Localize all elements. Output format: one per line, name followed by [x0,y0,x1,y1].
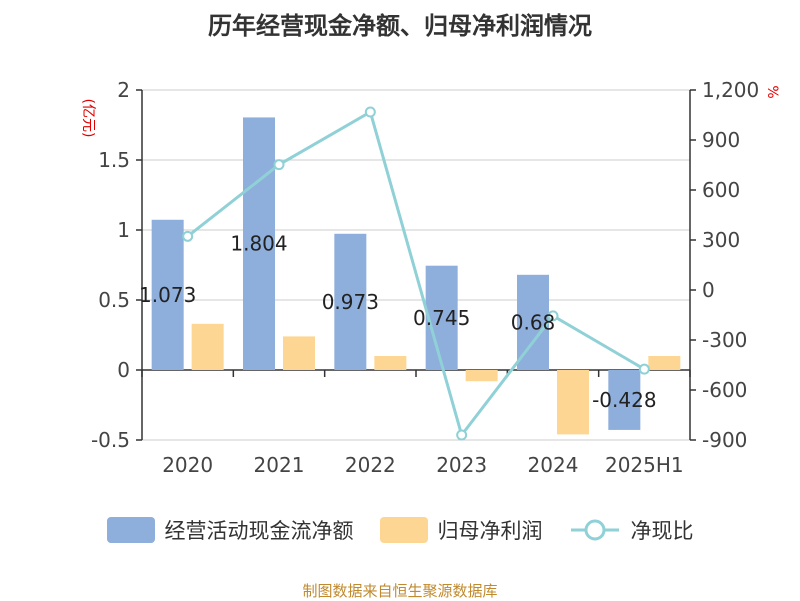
data-label: 0.745 [413,306,470,330]
point-cash-ratio [456,429,468,441]
point-cash-ratio [182,230,194,242]
legend-item-profit[interactable]: 归母净利润 [379,515,543,545]
left-tick-label: 2 [117,78,130,102]
left-tick-label: 1.5 [98,148,130,172]
x-tick-label: 2023 [436,453,487,477]
left-tick-label: 0.5 [98,288,130,312]
series-net-profit [191,323,681,435]
chart: 1.073 1.804 0.973 0.745 0.68 -0.428 -0.5 0 0.5 1… [80,78,780,477]
bar-net-profit [557,370,589,435]
data-labels: 1.073 1.804 0.973 0.745 0.68 -0.428 [139,232,657,412]
data-label: 1.804 [230,232,287,256]
bar-net-profit [374,356,407,370]
legend-label-ratio: 净现比 [630,519,694,543]
line-cash-ratio [186,109,646,439]
right-tick-label: -300 [702,328,747,352]
right-axis-unit: % [764,85,780,98]
legend: 经营活动现金流净额 归母净利润 净现比 [0,515,800,545]
x-tick-label: 2020 [162,453,213,477]
source-note: 制图数据来自恒生聚源数据库 [302,582,498,600]
x-tick-label: 2025H1 [605,453,684,477]
legend-swatch-ratio [570,519,619,541]
chart-title: 历年经营现金净额、归母净利润情况 [208,12,592,40]
legend-item-ocf[interactable]: 经营活动现金流净额 [106,515,354,545]
bar-net-profit [648,356,681,370]
bar-net-profit [283,336,315,370]
series-operating-cash-flow [151,117,641,430]
point-cash-ratio [638,363,650,375]
data-label: 1.073 [139,283,196,307]
left-tick-label: -0.5 [91,428,130,452]
legend-swatch-ocf [106,517,155,543]
tick-labels: -0.5 0 0.5 1 1.5 2 -900 -600 -300 0 300 600 900 1,200… [80,78,780,477]
bar-operating-cash-flow [151,219,184,370]
left-tick-label: 1 [117,218,130,242]
bar-operating-cash-flow [425,265,458,370]
legend-swatch-profit [379,517,428,543]
x-tick-label: 2024 [528,453,579,477]
axes [136,89,696,441]
right-tick-label: 1,200 [702,78,759,102]
data-label: -0.428 [592,388,656,412]
right-tick-label: -600 [702,378,747,402]
right-tick-label: 600 [702,178,740,202]
bar-net-profit [191,323,224,370]
x-tick-label: 2022 [345,453,396,477]
right-tick-label: 300 [702,228,740,252]
bar-operating-cash-flow [608,370,641,430]
point-cash-ratio [273,159,285,171]
data-label: 0.68 [511,310,556,334]
bar-operating-cash-flow [243,117,275,370]
bar-operating-cash-flow [334,233,367,370]
legend-label-profit: 归母净利润 [437,519,543,543]
point-cash-ratio [364,106,376,118]
right-tick-label: 900 [702,128,740,152]
x-tick-label: 2021 [254,453,305,477]
point-cash-ratio [547,310,559,322]
bar-net-profit [465,370,498,382]
left-axis-unit: (亿元) [80,99,96,138]
right-tick-label: 0 [702,278,715,302]
data-label: 0.973 [322,290,379,314]
legend-label-ocf: 经营活动现金流净额 [164,519,354,543]
right-tick-label: -900 [702,428,747,452]
left-tick-label: 0 [117,358,130,382]
series-cash-ratio [182,106,650,441]
legend-item-ratio[interactable]: 净现比 [569,515,694,545]
